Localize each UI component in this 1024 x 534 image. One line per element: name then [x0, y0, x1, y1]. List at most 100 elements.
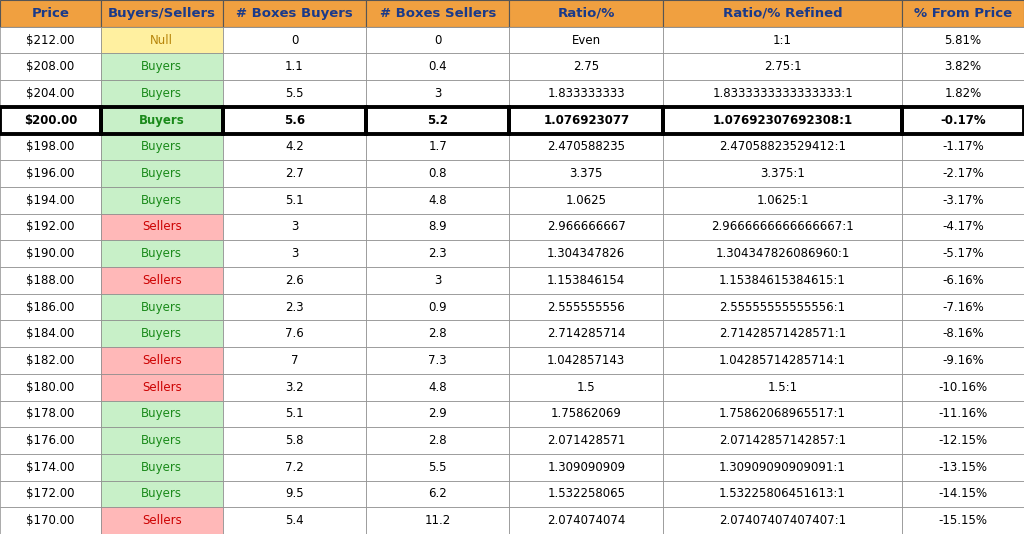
Text: $196.00: $196.00	[27, 167, 75, 180]
Bar	[902, 454, 1024, 481]
Text: Buyers: Buyers	[141, 407, 182, 420]
Text: 5.5: 5.5	[428, 461, 446, 474]
Bar	[223, 320, 367, 347]
Bar	[367, 214, 509, 240]
Text: 11.2: 11.2	[425, 514, 451, 527]
Text: -7.16%: -7.16%	[942, 301, 984, 313]
Text: 1.75862069: 1.75862069	[551, 407, 622, 420]
Text: -12.15%: -12.15%	[938, 434, 987, 447]
Bar	[100, 107, 223, 134]
Bar	[509, 107, 664, 134]
Text: -0.17%: -0.17%	[940, 114, 986, 127]
Bar	[0, 53, 100, 80]
Text: $194.00: $194.00	[27, 194, 75, 207]
Bar	[509, 320, 664, 347]
Bar	[100, 267, 223, 294]
Bar	[100, 347, 223, 374]
Text: 0.8: 0.8	[428, 167, 446, 180]
Text: Buyers: Buyers	[141, 488, 182, 500]
Bar	[902, 0, 1024, 27]
Text: 2.75: 2.75	[573, 60, 599, 73]
Bar	[0, 214, 100, 240]
Text: 1.304347826086960:1: 1.304347826086960:1	[716, 247, 850, 260]
Text: 6.2: 6.2	[428, 488, 447, 500]
Bar	[509, 267, 664, 294]
Text: 3.375: 3.375	[569, 167, 603, 180]
Text: 2.75:1: 2.75:1	[764, 60, 802, 73]
Text: $190.00: $190.00	[27, 247, 75, 260]
Bar	[367, 0, 509, 27]
Bar	[902, 400, 1024, 427]
Bar	[509, 481, 664, 507]
Bar	[100, 320, 223, 347]
Text: 5.81%: 5.81%	[944, 34, 982, 46]
Bar	[664, 427, 902, 454]
Text: 3.82%: 3.82%	[944, 60, 982, 73]
Text: 2.074074074: 2.074074074	[547, 514, 626, 527]
Text: 1.82%: 1.82%	[944, 87, 982, 100]
Bar	[664, 0, 902, 27]
Text: # Boxes Buyers: # Boxes Buyers	[237, 7, 353, 20]
Bar	[902, 53, 1024, 80]
Text: 1.53225806451613:1: 1.53225806451613:1	[719, 488, 846, 500]
Bar	[367, 427, 509, 454]
Bar	[223, 27, 367, 53]
Text: Buyers: Buyers	[141, 194, 182, 207]
Bar	[664, 267, 902, 294]
Bar	[0, 107, 100, 134]
Bar	[100, 454, 223, 481]
Bar	[0, 294, 100, 320]
Bar	[902, 427, 1024, 454]
Bar	[367, 267, 509, 294]
Bar	[223, 374, 367, 400]
Text: 2.71428571428571:1: 2.71428571428571:1	[719, 327, 846, 340]
Text: $180.00: $180.00	[27, 381, 75, 394]
Text: -3.17%: -3.17%	[942, 194, 984, 207]
Bar	[367, 160, 509, 187]
Bar	[664, 53, 902, 80]
Text: Sellers: Sellers	[142, 514, 181, 527]
Bar	[664, 214, 902, 240]
Bar	[367, 107, 509, 134]
Text: 3.2: 3.2	[285, 381, 304, 394]
Bar	[223, 134, 367, 160]
Bar	[509, 134, 664, 160]
Bar	[0, 507, 100, 534]
Text: $192.00: $192.00	[27, 221, 75, 233]
Text: 1.5: 1.5	[577, 381, 596, 394]
Text: 2.555555556: 2.555555556	[548, 301, 626, 313]
Text: -6.16%: -6.16%	[942, 274, 984, 287]
Text: 2.9666666666666667:1: 2.9666666666666667:1	[712, 221, 854, 233]
Bar	[367, 320, 509, 347]
Bar	[664, 507, 902, 534]
Bar	[100, 134, 223, 160]
Bar	[0, 27, 100, 53]
Bar	[223, 0, 367, 27]
Bar	[100, 374, 223, 400]
Text: 2.9: 2.9	[428, 407, 447, 420]
Text: -4.17%: -4.17%	[942, 221, 984, 233]
Bar	[664, 80, 902, 107]
Text: 3: 3	[291, 247, 298, 260]
Text: 0.9: 0.9	[428, 301, 447, 313]
Bar	[100, 80, 223, 107]
Bar	[100, 481, 223, 507]
Bar	[664, 454, 902, 481]
Bar	[509, 0, 664, 27]
Text: 4.8: 4.8	[428, 194, 447, 207]
Bar	[664, 374, 902, 400]
Bar	[0, 454, 100, 481]
Bar	[367, 27, 509, 53]
Bar	[100, 240, 223, 267]
Text: 2.3: 2.3	[285, 301, 304, 313]
Bar	[100, 427, 223, 454]
Bar	[902, 320, 1024, 347]
Bar	[664, 134, 902, 160]
Bar	[664, 481, 902, 507]
Bar	[509, 347, 664, 374]
Text: 5.1: 5.1	[285, 407, 304, 420]
Bar	[902, 267, 1024, 294]
Bar	[509, 27, 664, 53]
Bar	[0, 400, 100, 427]
Text: 2.3: 2.3	[428, 247, 447, 260]
